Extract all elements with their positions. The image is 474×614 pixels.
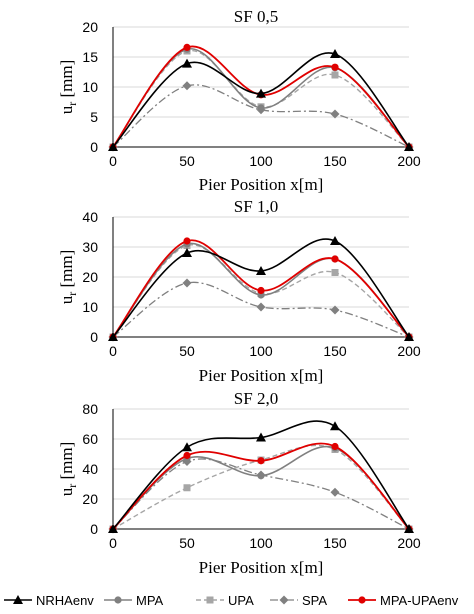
data-point-mpa-upaenv <box>331 255 339 263</box>
data-point-nrhaenv <box>256 266 266 275</box>
data-point-mpa-upaenv <box>331 442 339 451</box>
x-axis-label: Pier Position x[m] <box>199 175 324 194</box>
legend-marker-upa <box>206 596 214 604</box>
chart-title: SF 1,0 <box>234 197 278 216</box>
legend: NRHAenv MPA UPA SPA MPA-UPAenv <box>4 593 459 608</box>
y-tick-label: 20 <box>82 19 98 35</box>
legend-marker-mpa-upaenv <box>358 596 366 604</box>
y-tick-label: 15 <box>82 49 98 65</box>
y-tick-label: 0 <box>90 139 98 155</box>
y-tick-label: 40 <box>82 461 98 477</box>
data-point-nrhaenv <box>404 142 414 151</box>
data-point-nrhaenv <box>182 58 192 68</box>
series-line-mpa-upaenv <box>112 442 410 530</box>
data-point-spa <box>330 109 340 119</box>
data-point-nrhaenv <box>182 248 192 257</box>
x-axis-label: Pier Position x[m] <box>199 366 324 385</box>
series-line-upa <box>112 49 410 148</box>
chart-panel-3: 0 20 40 60 80 0 50 100 150 200 SF 2,0 Pier Position… <box>57 389 421 577</box>
data-point-nrhaenv <box>108 142 118 151</box>
chart-title: SF 2,0 <box>234 389 278 408</box>
series-line-nrhaenv <box>112 52 410 148</box>
legend-marker-spa <box>279 595 289 605</box>
data-point-spa <box>182 278 192 288</box>
data-point-spa <box>330 487 340 497</box>
data-point-nrhaenv <box>330 236 340 245</box>
y-tick-label: 5 <box>90 109 98 125</box>
data-point-nrhaenv <box>330 421 340 431</box>
x-tick-label: 150 <box>323 343 347 359</box>
data-point-upa <box>183 484 191 492</box>
legend-marker-nrhaenv <box>13 595 23 604</box>
y-tick-label: 10 <box>82 299 98 315</box>
legend-label-mpa: MPA <box>136 593 164 608</box>
data-point-mpa-upaenv <box>257 286 265 295</box>
y-tick-label: 20 <box>82 491 98 507</box>
data-point-nrhaenv <box>108 524 118 533</box>
y-tick-label: 20 <box>82 269 98 285</box>
x-tick-label: 0 <box>109 535 117 551</box>
x-axis-label: Pier Position x[m] <box>199 558 324 577</box>
y-tick-label: 30 <box>82 239 98 255</box>
x-tick-label: 200 <box>397 153 421 169</box>
data-point-mpa <box>257 472 265 480</box>
x-tick-label: 100 <box>249 343 273 359</box>
y-tick-label: 80 <box>82 401 98 417</box>
data-point-nrhaenv <box>330 49 340 58</box>
y-tick-label: 40 <box>82 209 98 225</box>
y-tick-label: 0 <box>90 521 98 537</box>
x-tick-label: 50 <box>179 343 195 359</box>
data-point-upa <box>331 71 339 79</box>
y-axis-label: ur [mm] <box>57 250 79 305</box>
data-point-spa <box>256 302 266 312</box>
x-tick-label: 0 <box>109 153 117 169</box>
data-point-nrhaenv <box>256 432 266 442</box>
legend-label-mpa-upaenv: MPA-UPAenv <box>380 593 459 608</box>
legend-label-nrhaenv: NRHAenv <box>36 593 94 608</box>
x-tick-label: 200 <box>397 343 421 359</box>
legend-marker-mpa <box>114 596 122 604</box>
data-point-nrhaenv <box>182 442 192 452</box>
data-point-nrhaenv <box>404 524 414 533</box>
x-tick-label: 100 <box>249 153 273 169</box>
data-point-nrhaenv <box>256 88 266 98</box>
x-tick-label: 50 <box>179 153 195 169</box>
data-point-mpa-upaenv <box>183 237 191 245</box>
data-point-nrhaenv <box>404 332 414 341</box>
data-point-mpa-upaenv <box>183 451 191 460</box>
x-tick-label: 150 <box>323 535 347 551</box>
y-tick-label: 0 <box>90 329 98 345</box>
data-point-mpa <box>257 104 265 112</box>
y-axis-label: ur [mm] <box>57 442 79 497</box>
series-line-spa <box>112 84 410 148</box>
y-tick-label: 10 <box>82 79 98 95</box>
x-tick-label: 200 <box>397 535 421 551</box>
y-axis-label: ur [mm] <box>57 60 79 115</box>
data-point-mpa-upaenv <box>257 457 265 465</box>
y-tick-label: 60 <box>82 431 98 447</box>
x-tick-label: 50 <box>179 535 195 551</box>
data-point-mpa-upaenv <box>331 63 339 71</box>
data-point-mpa-upaenv <box>183 43 191 52</box>
data-point-nrhaenv <box>108 332 118 341</box>
legend-label-spa: SPA <box>302 593 327 608</box>
data-point-spa <box>182 81 192 91</box>
legend-label-upa: UPA <box>228 593 254 608</box>
chart-panel-2: 0 10 20 30 40 0 50 100 150 200 SF 1,0 Pier Position… <box>57 197 421 385</box>
data-point-spa <box>330 305 340 315</box>
x-tick-label: 0 <box>109 343 117 359</box>
x-tick-label: 150 <box>323 153 347 169</box>
x-tick-label: 100 <box>249 535 273 551</box>
chart-title: SF 0,5 <box>234 7 278 26</box>
data-point-upa <box>331 269 339 276</box>
